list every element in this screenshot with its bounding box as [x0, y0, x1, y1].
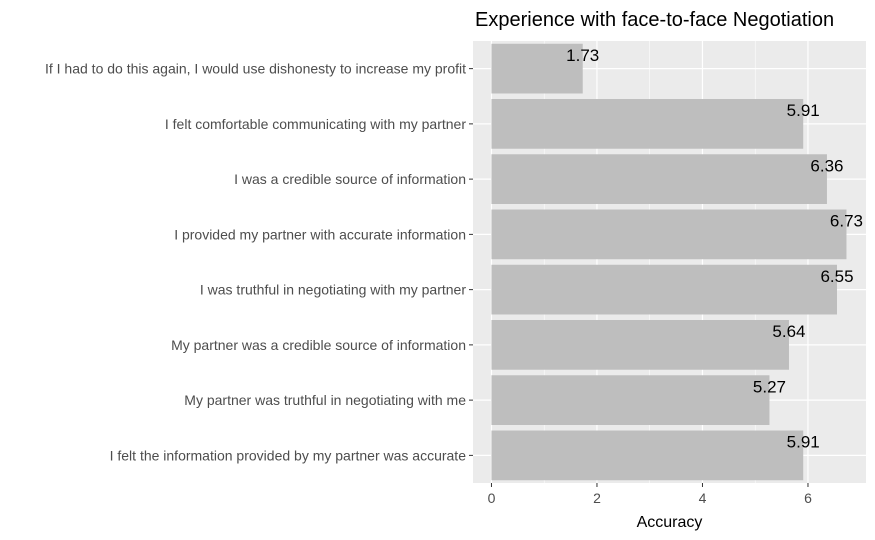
x-tick-label: 6 — [804, 490, 812, 506]
bar — [491, 99, 804, 149]
value-label: 5.91 — [787, 433, 820, 452]
value-label: 6.55 — [820, 267, 853, 286]
value-label: 5.64 — [772, 322, 805, 341]
bar — [491, 264, 837, 315]
chart-title: Experience with face-to-face Negotiation — [475, 9, 834, 31]
value-label: 5.27 — [753, 377, 786, 396]
bar — [491, 154, 827, 204]
bar — [491, 320, 789, 370]
bar — [491, 430, 804, 481]
x-tick-label: 2 — [593, 490, 601, 506]
category-label: I provided my partner with accurate info… — [174, 226, 466, 242]
value-label: 5.91 — [787, 101, 820, 120]
category-label: I was a credible source of information — [234, 171, 466, 187]
y-axis: If I had to do this again, I would use d… — [45, 61, 473, 463]
category-label: I felt the information provided by my pa… — [110, 447, 467, 463]
bar — [491, 209, 847, 260]
bar — [491, 375, 770, 425]
category-label: I felt comfortable communicating with my… — [165, 116, 466, 132]
x-axis: 0 2 4 6 — [488, 483, 812, 506]
value-labels: 1.73 5.91 6.36 6.73 6.55 5.64 5.27 5.91 — [566, 46, 863, 452]
x-axis-title: Accuracy — [637, 514, 703, 531]
bar — [491, 43, 583, 94]
x-tick-label: 4 — [699, 490, 707, 506]
category-label: I was truthful in negotiating with my pa… — [200, 282, 466, 298]
category-label: My partner was truthful in negotiating w… — [184, 392, 466, 408]
value-label: 1.73 — [566, 46, 599, 65]
category-label: My partner was a credible source of info… — [171, 337, 466, 353]
value-label: 6.36 — [810, 156, 843, 175]
value-label: 6.73 — [830, 212, 863, 231]
x-tick-label: 0 — [488, 490, 496, 506]
bars — [491, 43, 847, 481]
category-label: If I had to do this again, I would use d… — [45, 61, 466, 77]
